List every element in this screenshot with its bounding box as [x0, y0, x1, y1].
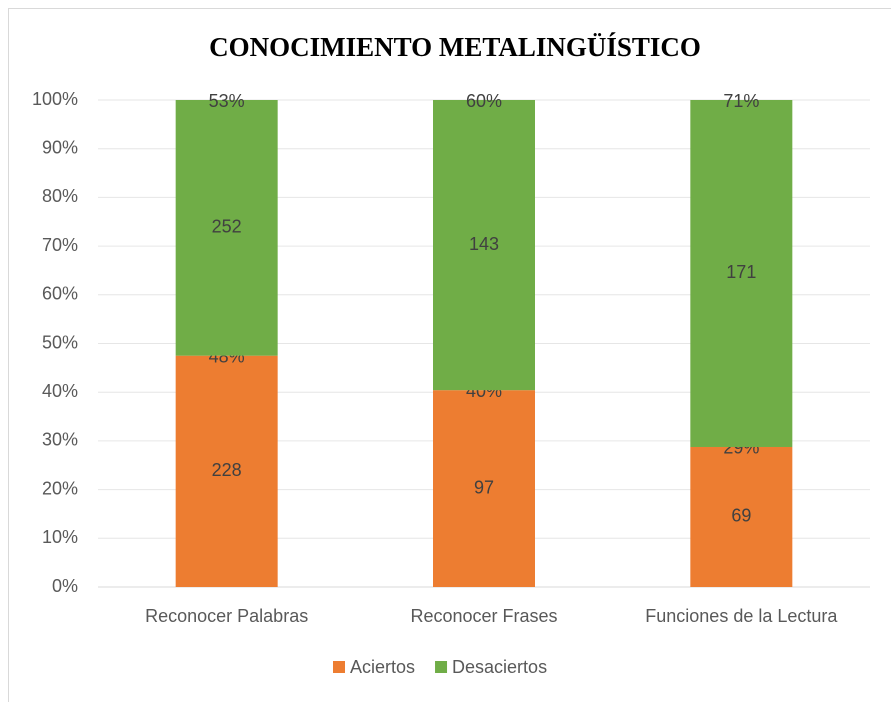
legend-swatch	[333, 661, 345, 673]
y-tick-label: 60%	[42, 284, 78, 304]
bar-segment	[433, 390, 535, 587]
x-tick-label: Funciones de la Lectura	[645, 606, 838, 626]
y-tick-label: 50%	[42, 332, 78, 352]
bar-segment	[175, 100, 278, 356]
bar-segment	[433, 100, 535, 391]
y-tick-label: 80%	[42, 186, 78, 206]
value-label: 252	[212, 217, 242, 237]
bar-segment	[175, 355, 278, 587]
y-tick-label: 30%	[42, 430, 78, 450]
y-tick-label: 0%	[52, 576, 78, 596]
legend-swatch	[435, 661, 448, 673]
legend-label: Desaciertos	[452, 657, 547, 677]
value-label: 97	[474, 477, 494, 497]
legend-label: Aciertos	[350, 657, 415, 677]
value-label: 171	[726, 262, 756, 282]
value-label: 69	[731, 506, 751, 526]
percentage-label: 60%	[466, 91, 502, 111]
y-tick-label: 20%	[42, 478, 78, 498]
y-tick-label: 40%	[42, 381, 78, 401]
y-tick-label: 100%	[32, 89, 78, 109]
value-label: 143	[469, 234, 499, 254]
value-label: 228	[212, 460, 242, 480]
x-tick-label: Reconocer Palabras	[145, 606, 308, 626]
chart-title: CONOCIMIENTO METALINGÜÍSTICO	[209, 32, 701, 62]
percentage-label: 71%	[723, 91, 759, 111]
x-tick-label: Reconocer Frases	[410, 606, 557, 626]
bar-segment	[690, 100, 793, 447]
y-tick-label: 70%	[42, 235, 78, 255]
y-tick-label: 90%	[42, 137, 78, 157]
y-tick-label: 10%	[42, 527, 78, 547]
bar-segment	[690, 446, 793, 587]
percentage-label: 53%	[209, 91, 245, 111]
chart-border	[8, 8, 891, 702]
